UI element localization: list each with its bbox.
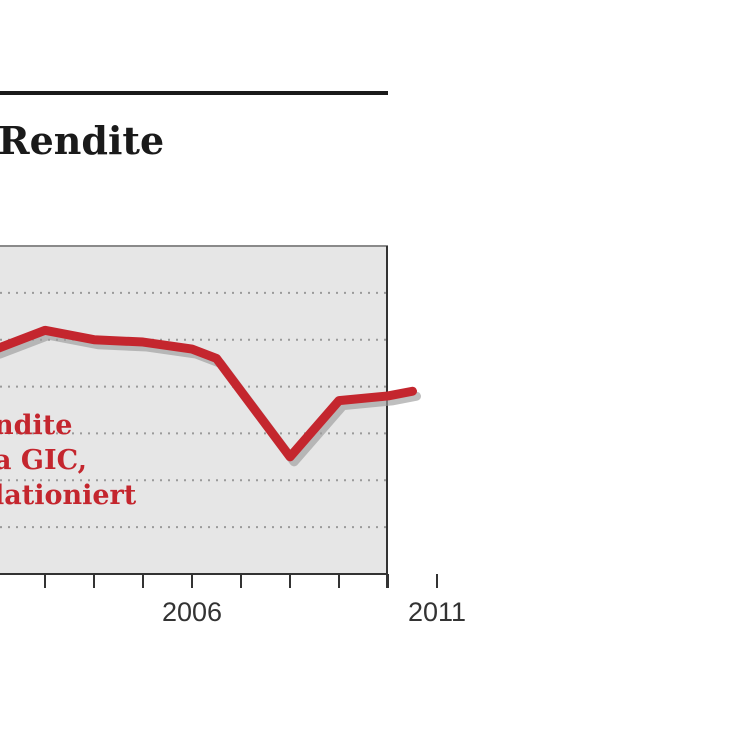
series-label-line: lationiert [0, 480, 137, 511]
series-line [0, 325, 417, 462]
series-label: ndite a GIC, lationiert [0, 410, 137, 511]
x-tick-label: 2011 [408, 597, 466, 627]
x-tick-label: 2006 [162, 597, 222, 627]
chart-title: Rendite [0, 118, 165, 163]
plot-background [0, 246, 388, 574]
series-group [0, 325, 421, 467]
series-label-line: ndite [0, 410, 72, 441]
series-label-line: a GIC, [0, 445, 87, 476]
title-rule [0, 91, 388, 95]
x-axis: 2006 2011 [0, 246, 466, 627]
